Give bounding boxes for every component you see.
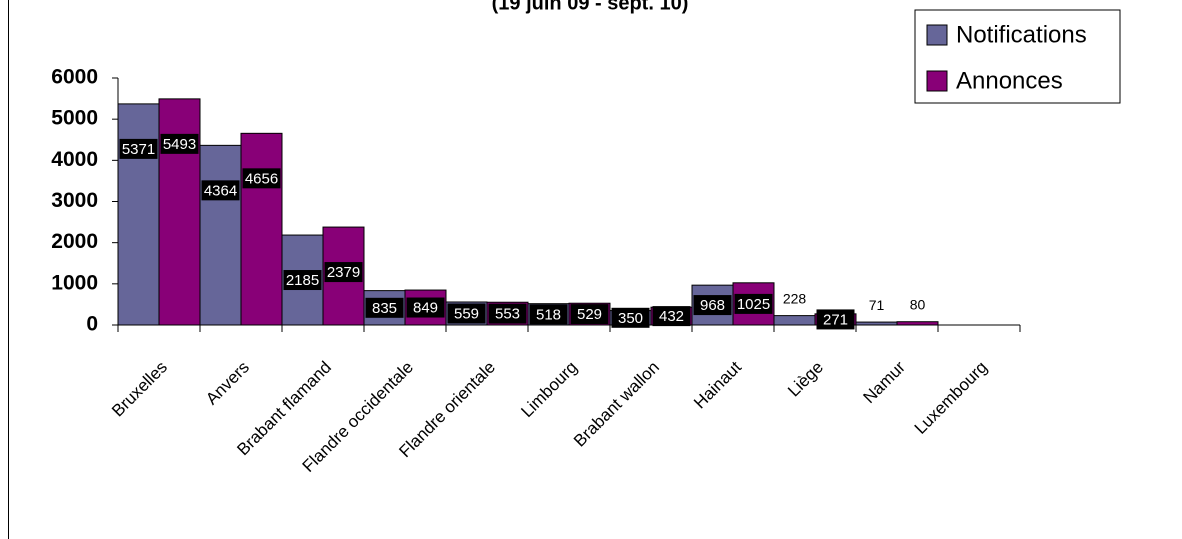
data-label: 4364 (204, 182, 237, 199)
y-tick-label: 6000 (51, 66, 98, 89)
y-tick-label: 0 (86, 313, 98, 336)
data-label-box (652, 306, 691, 327)
legend-swatch (926, 24, 948, 46)
data-label: 432 (659, 308, 684, 325)
data-label-box (283, 270, 322, 291)
legend-label: Annonces (956, 67, 1063, 94)
data-label-box (816, 309, 855, 330)
data-label-box (160, 133, 199, 154)
data-label: 835 (372, 300, 397, 317)
data-label: 553 (495, 306, 520, 323)
data-label: 80 (910, 296, 926, 312)
data-label: 518 (536, 306, 561, 323)
data-label-box (529, 304, 568, 325)
data-label: 4656 (245, 170, 278, 187)
data-label: 5371 (122, 141, 155, 158)
data-label-box (119, 138, 158, 159)
bar (117, 103, 160, 326)
data-label: 71 (869, 297, 885, 313)
data-label-box (242, 168, 281, 189)
data-label: 271 (823, 311, 848, 328)
data-label-box (734, 293, 773, 314)
y-tick-label: 4000 (51, 148, 98, 171)
legend-box (914, 9, 1121, 104)
bar (773, 315, 816, 326)
y-tick-label: 2000 (51, 230, 98, 253)
y-tick-label: 5000 (51, 107, 98, 130)
data-label-box (447, 303, 486, 324)
data-label: 559 (454, 305, 479, 322)
data-label: 350 (618, 310, 643, 327)
data-label-box (488, 303, 527, 324)
y-tick-label: 1000 (51, 271, 98, 294)
data-label: 529 (577, 306, 602, 323)
data-label: 849 (413, 299, 438, 316)
bar (158, 98, 201, 326)
data-label-box (324, 262, 363, 283)
bar (199, 144, 242, 326)
data-label-box (570, 304, 609, 325)
data-label: 968 (700, 297, 725, 314)
legend-swatch (926, 70, 948, 92)
data-label-box (693, 295, 732, 316)
data-label: 5493 (163, 136, 196, 153)
y-tick-label: 3000 (51, 189, 98, 212)
data-label-box (201, 180, 240, 201)
bar (240, 132, 283, 326)
data-label: 2185 (286, 272, 319, 289)
data-label-box (406, 297, 445, 318)
data-label-box (611, 307, 650, 328)
data-label-box (365, 297, 404, 318)
data-label: 2379 (327, 264, 360, 281)
chart-title: (19 juin 09 - sept. 10) (492, 0, 689, 14)
data-label: 1025 (737, 296, 770, 313)
data-label: 228 (783, 290, 807, 306)
legend-label: Notifications (956, 21, 1087, 48)
